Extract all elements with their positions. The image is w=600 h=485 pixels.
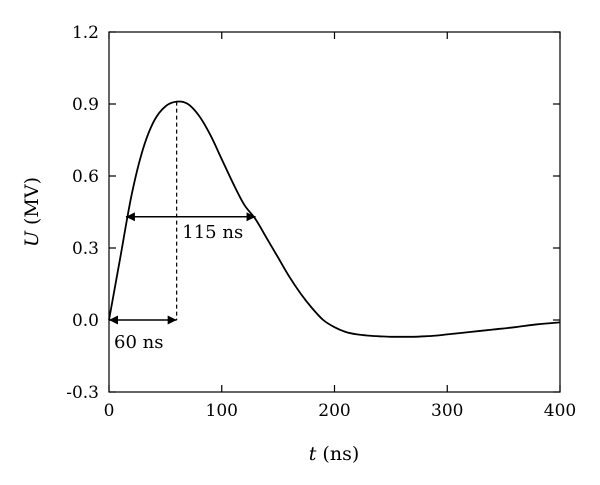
x-tick-label: 100	[206, 401, 238, 421]
y-tick-label: 0.0	[72, 311, 99, 331]
duration-label: 60 ns	[114, 332, 163, 353]
x-tick-label: 300	[431, 401, 463, 421]
y-tick-label: 0.9	[72, 95, 99, 115]
plot-frame	[108, 31, 561, 393]
x-axis-label: t (ns)	[309, 443, 360, 465]
duration-label: 115 ns	[182, 222, 243, 243]
y-axis: -0.3 0.0 0.3 0.6 0.9 1.2	[66, 23, 560, 403]
x-tick-label: 0	[104, 401, 115, 421]
x-axis-variable: t	[309, 443, 317, 465]
x-axis-unit: (ns)	[316, 443, 359, 465]
y-tick-label: 0.3	[72, 239, 99, 259]
series-line	[108, 100, 561, 338]
y-axis-unit: (MV)	[21, 177, 43, 231]
y-tick-label: 0.6	[72, 167, 99, 187]
y-tick-label: 1.2	[72, 23, 99, 43]
x-tick-label: 200	[318, 401, 350, 421]
y-axis-variable: U	[21, 230, 43, 247]
annotations: 60 ns 115 ns	[109, 212, 256, 353]
y-tick-label: -0.3	[66, 383, 99, 403]
x-tick-label: 400	[544, 401, 576, 421]
y-axis-label: U (MV)	[21, 177, 43, 247]
x-axis: 0 100 200 300 400	[104, 32, 576, 421]
